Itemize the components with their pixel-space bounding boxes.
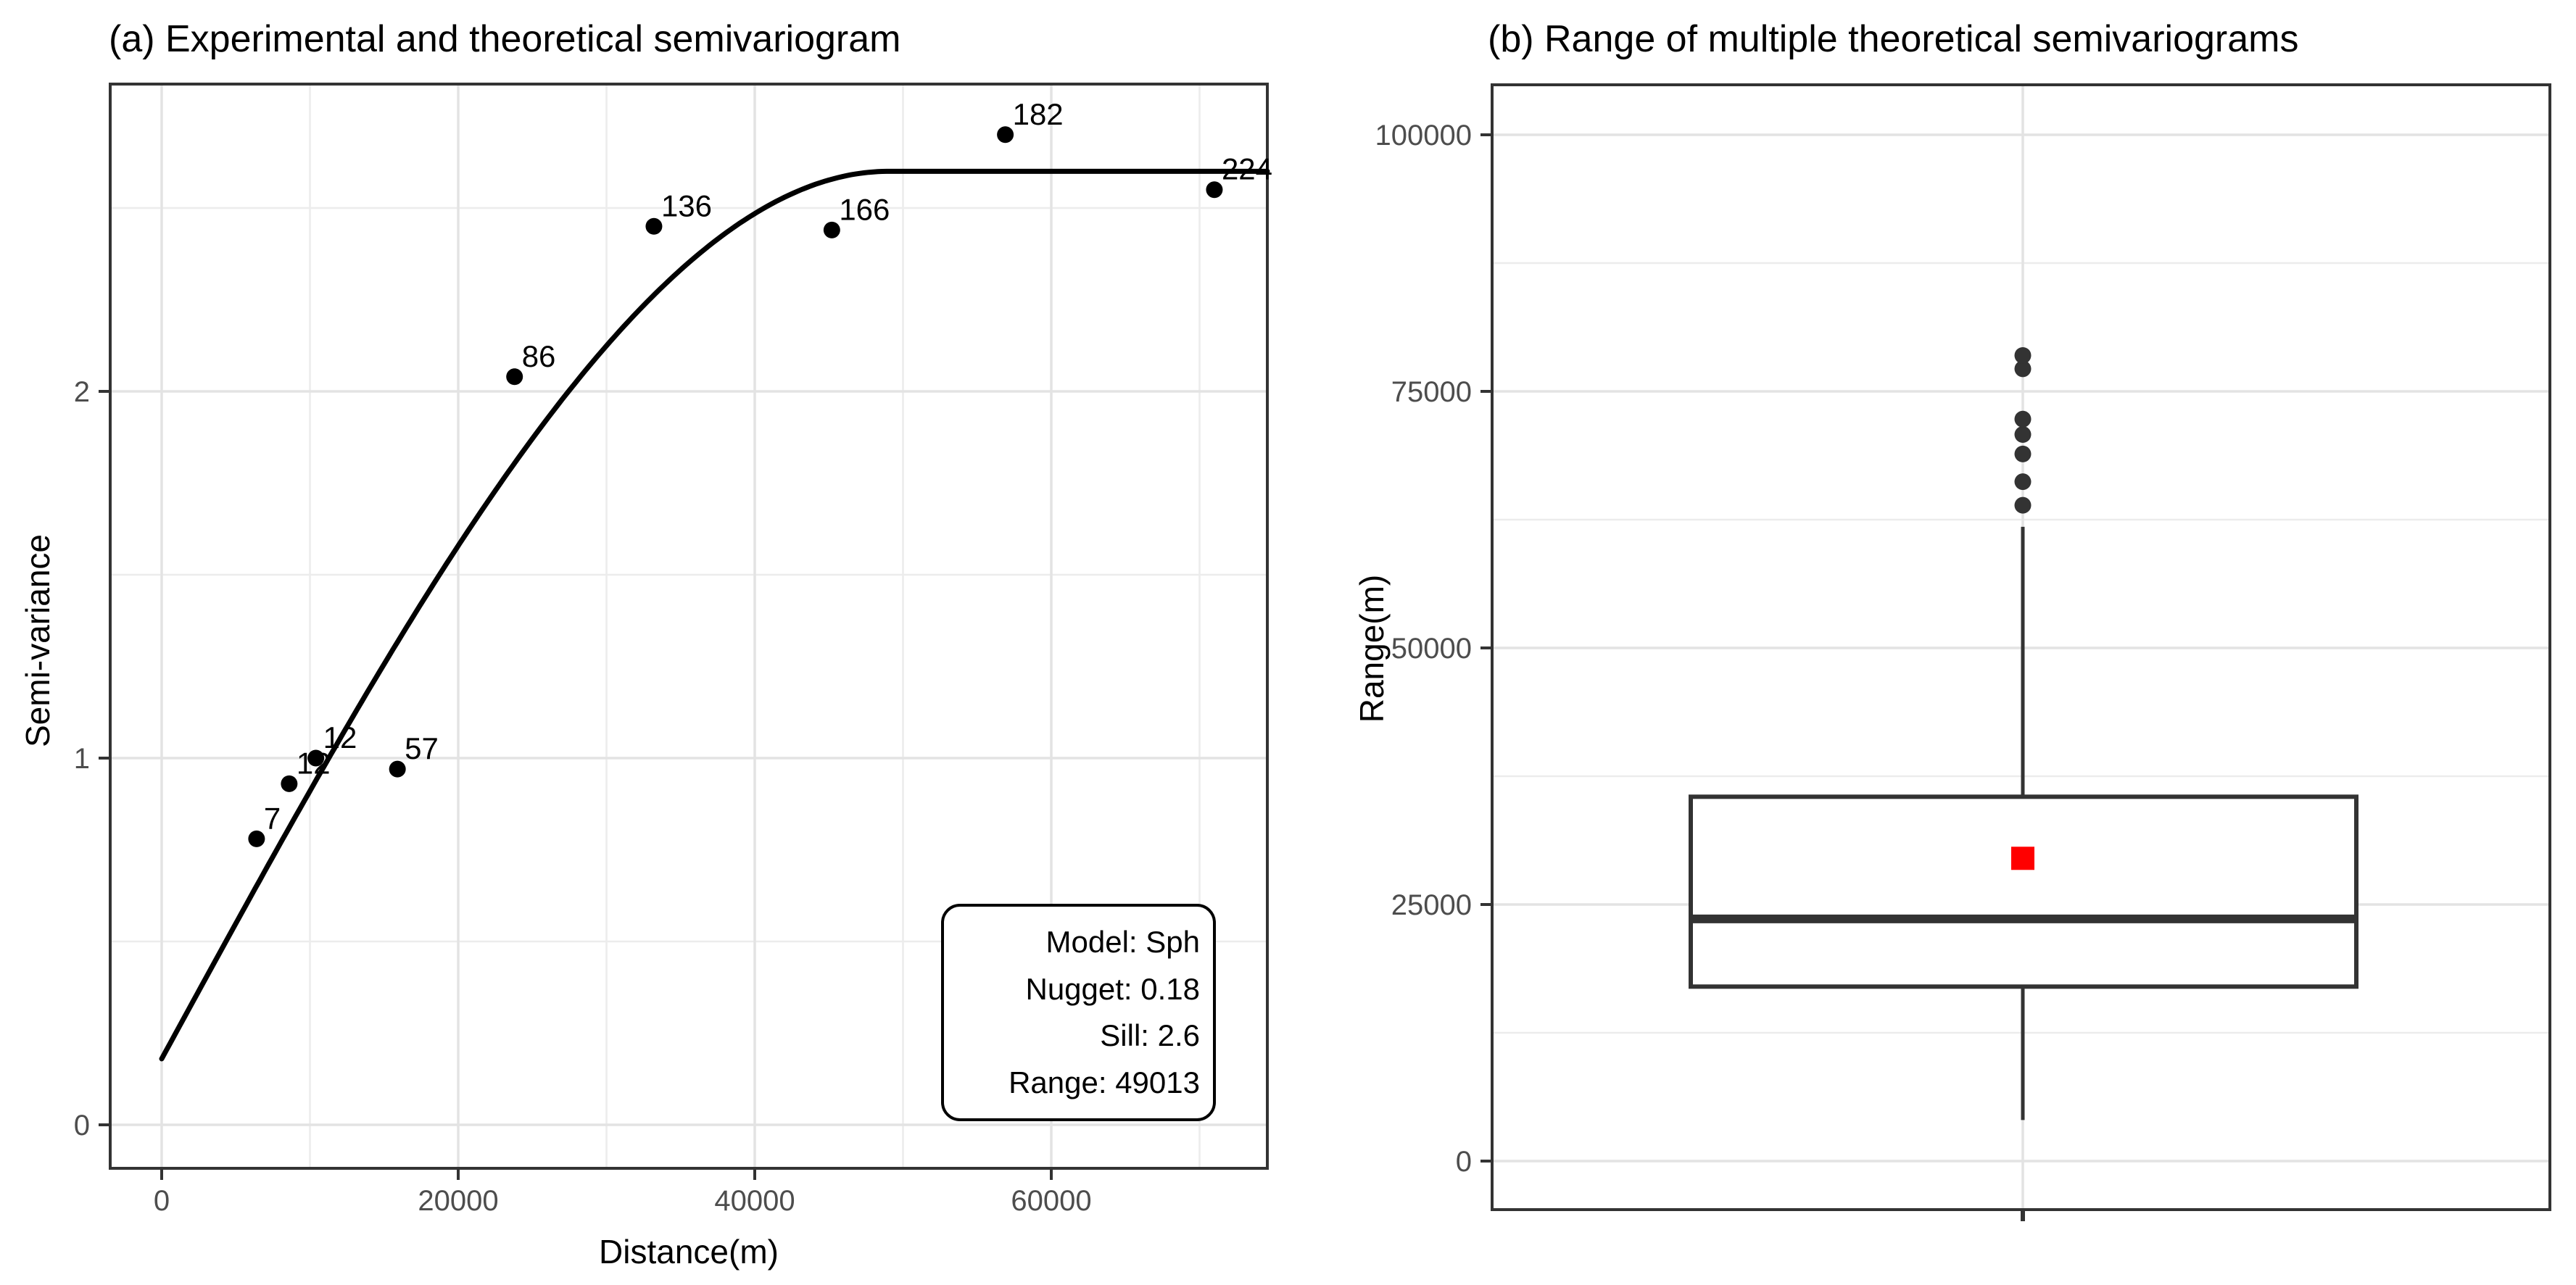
y-tick-label: 2 <box>74 376 90 408</box>
y-tick-label: 0 <box>1456 1146 1472 1178</box>
y-tick-label: 100000 <box>1375 120 1472 151</box>
data-point <box>248 830 265 847</box>
panel-b-title: (b) Range of multiple theoretical semiva… <box>1488 18 2299 60</box>
point-label: 136 <box>661 188 712 223</box>
y-tick-label: 75000 <box>1391 376 1472 408</box>
x-tick-label: 40000 <box>714 1185 795 1217</box>
x-tick-label: 0 <box>154 1185 170 1217</box>
point-label: 166 <box>839 192 890 226</box>
point-label: 12 <box>297 746 331 780</box>
panel-a-title: (a) Experimental and theoretical semivar… <box>109 18 901 60</box>
data-point <box>506 368 523 386</box>
legend-line-range: Range: 49013 <box>1009 1065 1200 1100</box>
data-point <box>307 749 325 767</box>
data-point <box>645 217 663 235</box>
boxplot-outlier <box>2014 360 2032 378</box>
y-tick-label: 1 <box>74 743 90 775</box>
data-point <box>823 221 840 238</box>
boxplot-outlier <box>2014 496 2032 514</box>
boxplot-outlier <box>2014 425 2032 443</box>
y-tick-label: 50000 <box>1391 633 1472 665</box>
boxplot-outlier <box>2014 410 2032 428</box>
point-label: 182 <box>1013 97 1064 131</box>
x-tick-label: 20000 <box>418 1185 498 1217</box>
model-parameters-box: Model: Sph Nugget: 0.18 Sill: 2.6 Range:… <box>941 904 1216 1121</box>
boxplot-outlier <box>2014 473 2032 491</box>
data-point <box>1206 181 1223 199</box>
panel-b-y-axis-title: Range(m) <box>1353 574 1391 723</box>
y-tick-label: 0 <box>74 1110 90 1141</box>
data-point <box>389 760 406 778</box>
legend-line-model: Model: Sph <box>1045 924 1200 959</box>
legend-line-sill: Sill: 2.6 <box>1100 1018 1200 1053</box>
panel-a-x-axis-title: Distance(m) <box>599 1233 779 1271</box>
point-label: 86 <box>522 339 556 373</box>
boxplot-box <box>1689 794 2358 989</box>
data-point <box>997 126 1014 144</box>
data-point <box>281 775 298 792</box>
boxplot-mean-marker <box>2011 847 2034 870</box>
semivariogram-curve <box>159 168 1270 1062</box>
x-tick-label: 60000 <box>1011 1185 1091 1217</box>
point-label: 7 <box>264 801 281 835</box>
panel-a-y-axis-title: Semi-variance <box>19 534 57 747</box>
y-tick-label: 25000 <box>1391 889 1472 921</box>
boxplot-outlier <box>2014 445 2032 462</box>
boxplot-outlier <box>2014 346 2032 364</box>
point-label: 12 <box>323 720 357 754</box>
legend-line-nugget: Nugget: 0.18 <box>1025 971 1200 1006</box>
point-label: 57 <box>405 731 439 765</box>
panel-a-border <box>109 83 1269 1170</box>
point-label: 224 <box>1222 152 1272 186</box>
